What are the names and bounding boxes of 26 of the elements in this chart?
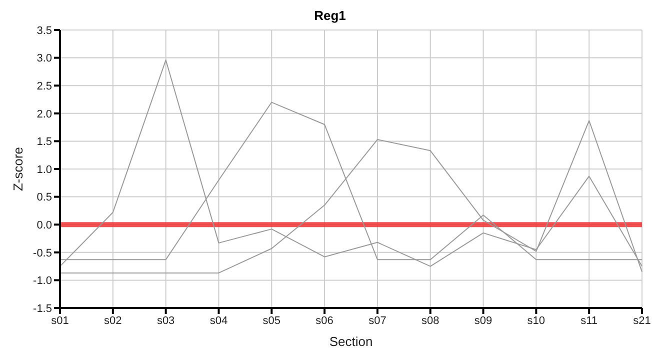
x-tick-label: s21 <box>633 314 651 327</box>
x-tick-label: s06 <box>316 314 334 327</box>
y-tick-label: 3.0 <box>36 52 52 65</box>
x-tick-label: s03 <box>156 314 175 327</box>
y-tick-label: -1.0 <box>33 275 52 288</box>
x-tick-label: s08 <box>421 314 440 327</box>
y-tick-label: 3.5 <box>36 24 52 37</box>
y-tick-label: 1.5 <box>36 136 52 148</box>
x-tick-label: s01 <box>51 314 69 327</box>
y-axis-title: Z-score <box>10 146 26 192</box>
y-tick-label: 2.0 <box>36 108 52 120</box>
x-tick-label: s10 <box>527 314 546 327</box>
x-tick-label: s09 <box>474 314 492 327</box>
x-tick-label: s05 <box>262 314 281 327</box>
x-tick-label: s07 <box>368 314 386 327</box>
y-tick-label: -1.5 <box>33 302 52 315</box>
x-tick-label: s04 <box>210 314 228 327</box>
x-tick-label: s11 <box>580 314 598 327</box>
x-axis-title: Section <box>329 334 373 349</box>
chart-title: Reg1 <box>313 8 347 25</box>
y-tick-label: -0.5 <box>33 247 52 260</box>
y-tick-label: 1.0 <box>36 164 52 176</box>
y-tick-label: 0.0 <box>36 220 52 232</box>
y-tick-label: 0.5 <box>36 192 52 204</box>
y-tick-label: 2.5 <box>36 80 52 93</box>
x-tick-label: s02 <box>104 314 122 327</box>
